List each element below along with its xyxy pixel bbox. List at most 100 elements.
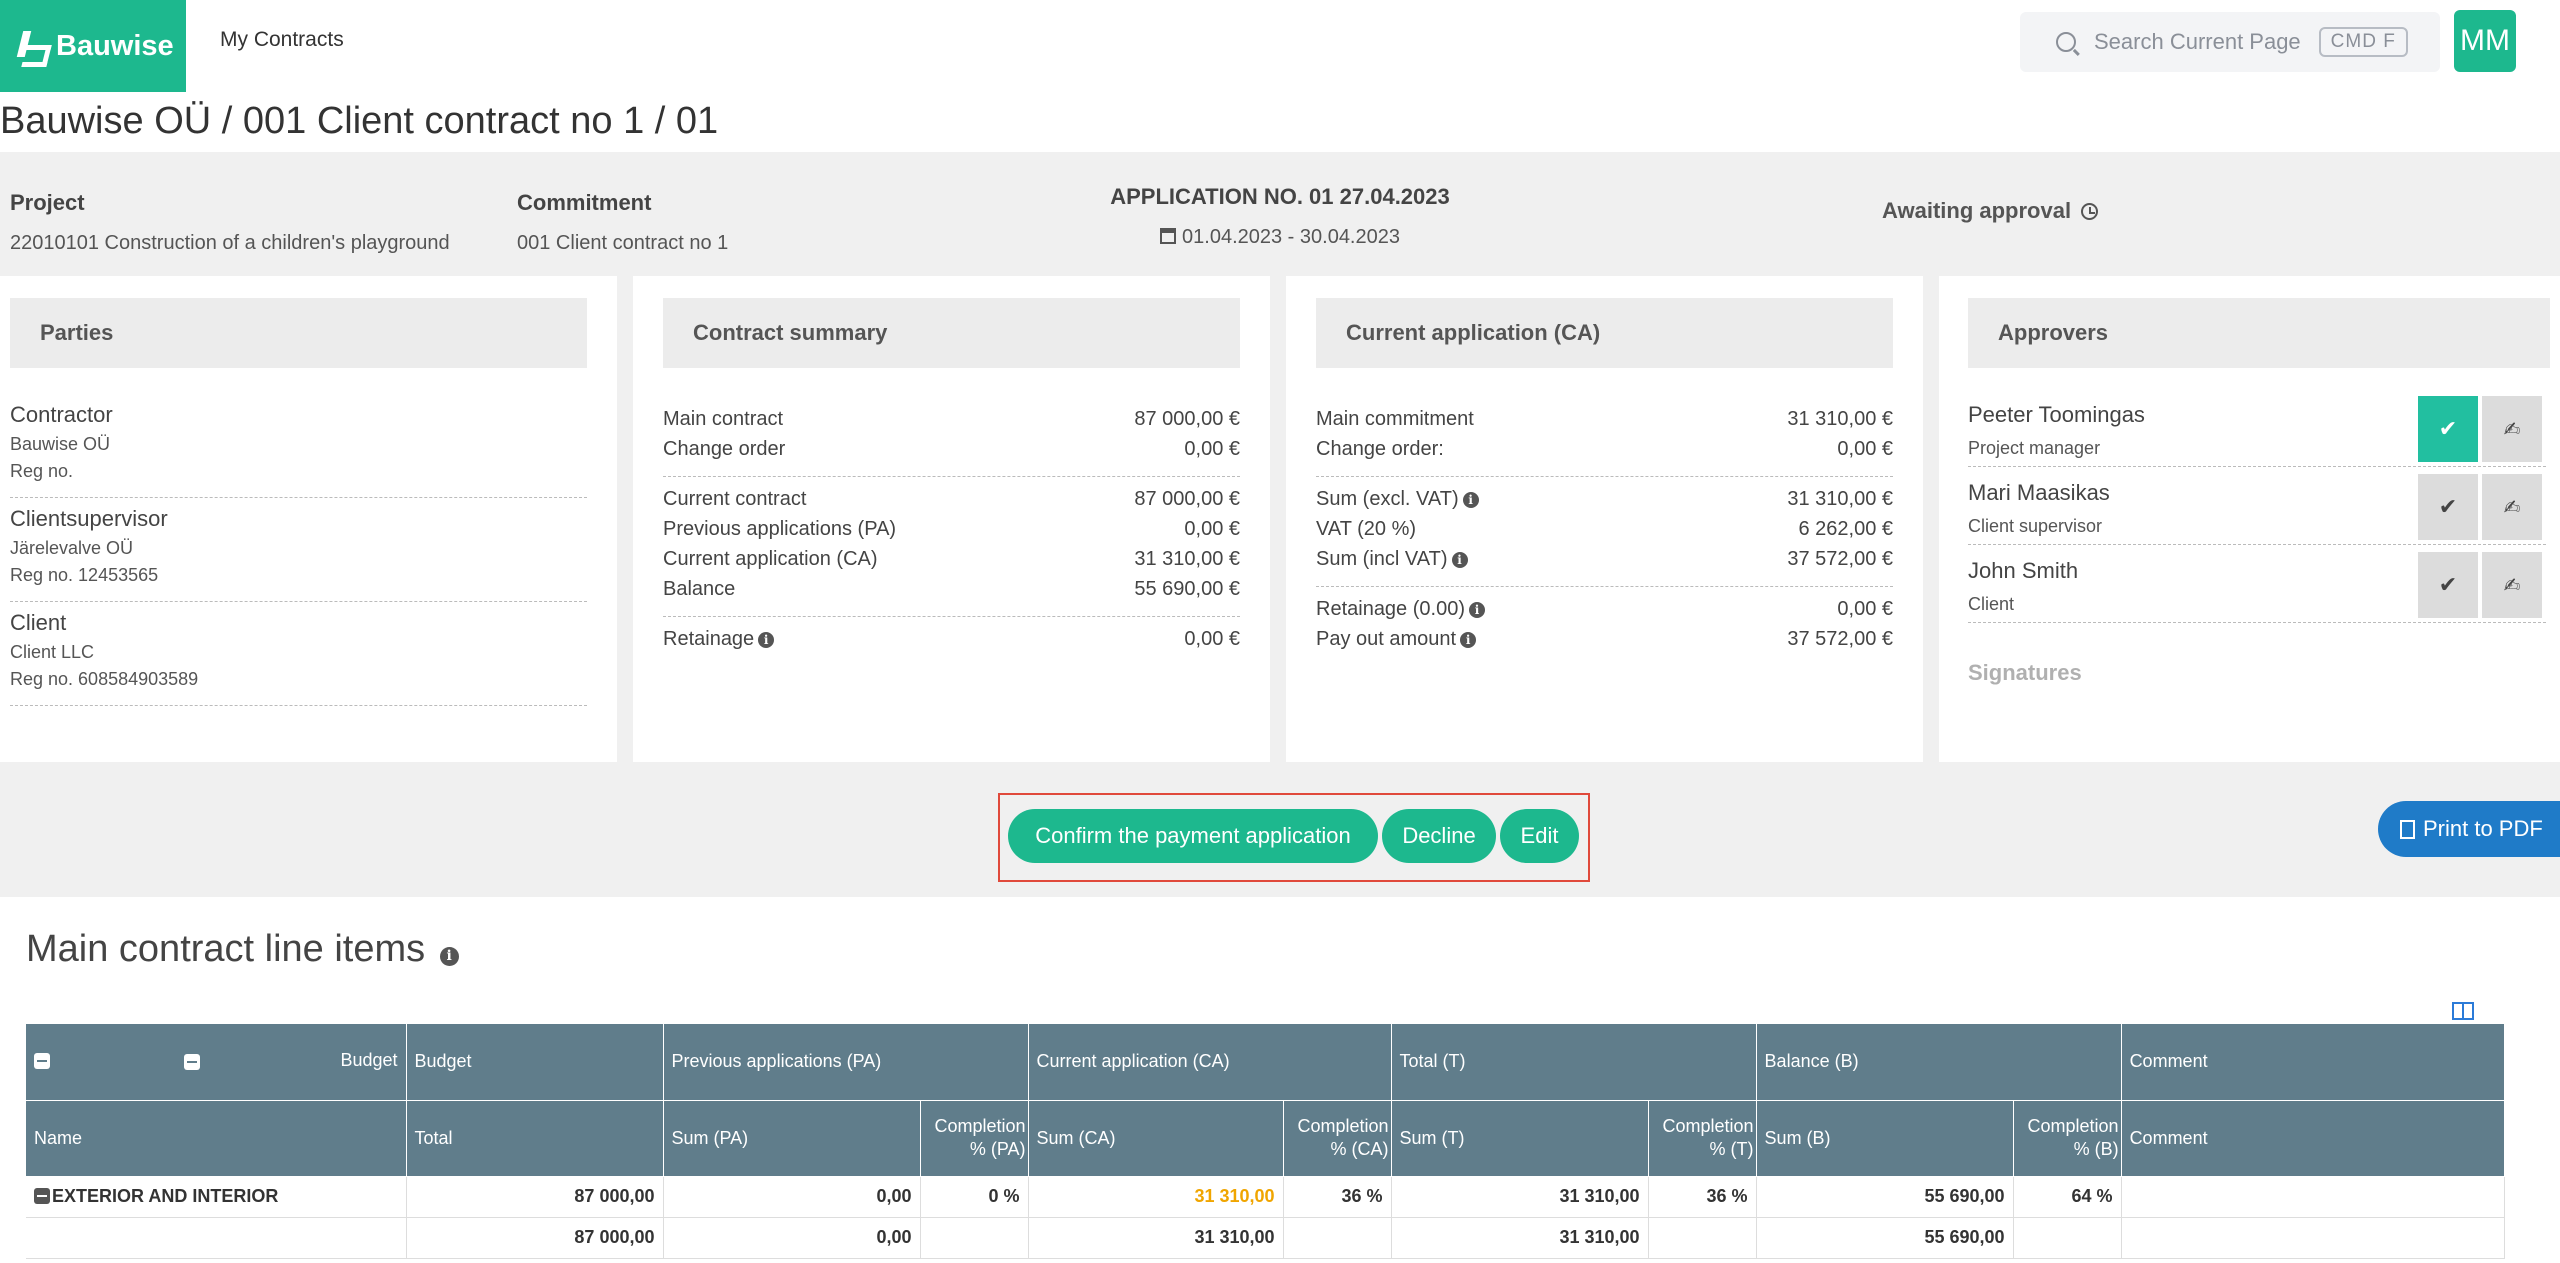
cell-completion-t: 36 % <box>1648 1176 1757 1218</box>
summary-row: Current contract 87 000,00 € <box>663 488 1240 511</box>
party-reg: Reg no. <box>10 461 74 481</box>
col-completion-ca[interactable]: Completion % (CA) <box>1283 1100 1392 1177</box>
search-shortcut-hint: CMD F <box>2318 27 2408 57</box>
party-name: Client LLC <box>10 642 95 662</box>
calendar-icon <box>1160 228 1177 244</box>
party-client: Client Client LLC Reg no. 608584903589 <box>10 610 587 706</box>
search-icon <box>2056 32 2076 52</box>
row-value: 0,00 € <box>1184 628 1240 650</box>
approver-name: Mari Maasikas <box>1968 480 2110 505</box>
row-name: EXTERIOR AND INTERIOR <box>52 1186 279 1206</box>
top-bar: Bauwise My Contracts Search Current Page… <box>0 0 2560 92</box>
party-role: Clientsupervisor <box>10 506 168 531</box>
table-column-header: Name Total Sum (PA) Completion % (PA) Sum… <box>26 1100 2505 1177</box>
print-to-pdf-button[interactable]: Print to PDF <box>2378 801 2560 857</box>
col-sum-pa[interactable]: Sum (PA) <box>663 1100 921 1177</box>
cell-completion-t <box>1648 1217 1757 1259</box>
party-role: Client <box>10 610 67 635</box>
collapse-all-icon[interactable] <box>34 1053 50 1070</box>
search-input[interactable]: Search Current Page CMD F <box>2020 12 2440 72</box>
status-text: Awaiting approval <box>1882 198 2072 223</box>
ca-row: Pay out amount i 37 572,00 € <box>1316 628 1893 651</box>
row-value: 37 572,00 € <box>1787 548 1893 570</box>
row-label: Main commitment <box>1316 408 1474 430</box>
cell-total: 87 000,00 <box>406 1176 664 1218</box>
cell-sum-ca[interactable]: 31 310,00 <box>1028 1176 1284 1218</box>
divider <box>1316 586 1893 587</box>
row-label: VAT (20 %) <box>1316 518 1417 540</box>
parties-card: Parties Contractor Bauwise OÜ Reg no. Cl… <box>0 276 617 762</box>
signature-icon[interactable]: ✍ <box>2482 474 2542 540</box>
print-label: Print to PDF <box>2423 816 2543 841</box>
row-value: 87 000,00 € <box>1134 488 1240 510</box>
collapse-row-icon[interactable] <box>34 1188 50 1204</box>
signature-icon[interactable]: ✍ <box>2482 552 2542 618</box>
info-icon[interactable]: i <box>1451 552 1468 568</box>
col-completion-t[interactable]: Completion % (T) <box>1648 1100 1757 1177</box>
row-label: Change order: <box>1316 438 1444 460</box>
status-badge: Awaiting approval <box>1882 198 2099 224</box>
decline-button[interactable]: Decline <box>1382 809 1496 863</box>
user-avatar[interactable]: MM <box>2454 10 2516 72</box>
ca-row: Retainage (0.00) i 0,00 € <box>1316 598 1893 621</box>
col-name[interactable]: Name <box>26 1100 407 1177</box>
cell-sum-t: 31 310,00 <box>1391 1217 1649 1259</box>
current-application-card: Current application (CA) Main commitment… <box>1286 276 1923 762</box>
row-label: Retainage <box>663 628 755 650</box>
col-sum-ca[interactable]: Sum (CA) <box>1028 1100 1284 1177</box>
clock-icon <box>2081 203 2099 220</box>
budget-group-header: Budget <box>26 1024 407 1101</box>
cell-completion-ca <box>1283 1217 1392 1259</box>
signatures-heading: Signatures <box>1968 660 2082 685</box>
col-sum-t[interactable]: Sum (T) <box>1391 1100 1649 1177</box>
cell-sum-b: 55 690,00 <box>1756 1176 2014 1218</box>
info-icon[interactable]: i <box>1468 602 1485 618</box>
edit-button[interactable]: Edit <box>1500 809 1579 863</box>
approver-role: Client supervisor <box>1968 516 2103 536</box>
ca-row: VAT (20 %) 6 262,00 € <box>1316 518 1893 541</box>
cell-sum-t: 31 310,00 <box>1391 1176 1649 1218</box>
pdf-file-icon <box>2400 819 2415 839</box>
brand-logo[interactable]: Bauwise <box>0 0 186 92</box>
col-total[interactable]: Total <box>406 1100 664 1177</box>
col-sum-b[interactable]: Sum (B) <box>1756 1100 2014 1177</box>
columns-toggle-icon[interactable] <box>2452 1002 2474 1020</box>
col-completion-b[interactable]: Completion % (B) <box>2013 1100 2122 1177</box>
party-role: Contractor <box>10 402 113 427</box>
approvers-title: Approvers <box>1968 298 2550 368</box>
signature-icon[interactable]: ✍ <box>2482 396 2542 462</box>
info-icon[interactable]: i <box>1462 492 1479 508</box>
row-label: Change order <box>663 438 786 460</box>
row-value: 37 572,00 € <box>1787 628 1893 650</box>
approve-check-button[interactable]: ✔ <box>2418 552 2478 618</box>
approve-check-button[interactable]: ✔ <box>2418 396 2478 462</box>
table-row[interactable]: EXTERIOR AND INTERIOR 87 000,00 0,00 0 %… <box>26 1176 2505 1218</box>
info-icon[interactable]: i <box>758 632 775 648</box>
line-items-title-text: Main contract line items <box>26 928 426 970</box>
party-reg: Reg no. 608584903589 <box>10 669 199 689</box>
collapse-budget-icon[interactable] <box>184 1054 200 1070</box>
cell-sum-b: 55 690,00 <box>1756 1217 2014 1259</box>
current-application-title: Current application (CA) <box>1316 298 1893 368</box>
col-completion-label: Completion <box>1297 1115 1389 1136</box>
summary-row: Retainage i 0,00 € <box>663 628 1240 651</box>
row-name-cell <box>26 1217 407 1259</box>
confirm-payment-application-button[interactable]: Confirm the payment application <box>1008 809 1378 863</box>
row-value: 31 310,00 € <box>1787 488 1893 510</box>
col-comment[interactable]: Comment <box>2121 1100 2505 1177</box>
party-name: Järelevalve OÜ <box>10 538 134 558</box>
application-title: APPLICATION NO. 01 27.04.2023 <box>1110 184 1450 209</box>
row-label: Main contract <box>663 408 784 430</box>
col-completion-label: Completion <box>934 1115 1026 1136</box>
approver-role: Client <box>1968 594 2015 614</box>
cell-completion-ca: 36 % <box>1283 1176 1392 1218</box>
info-icon[interactable]: i <box>439 947 459 966</box>
cell-comment[interactable] <box>2121 1176 2505 1218</box>
info-icon[interactable]: i <box>1460 632 1477 648</box>
approve-check-button[interactable]: ✔ <box>2418 474 2478 540</box>
nav-my-contracts[interactable]: My Contracts <box>220 28 344 51</box>
summary-row: Current application (CA) 31 310,00 € <box>663 548 1240 571</box>
cell-sum-pa: 0,00 <box>663 1217 921 1259</box>
application-dates: 01.04.2023 - 30.04.2023 <box>1182 226 1400 248</box>
col-completion-pa[interactable]: Completion % (PA) <box>920 1100 1029 1177</box>
